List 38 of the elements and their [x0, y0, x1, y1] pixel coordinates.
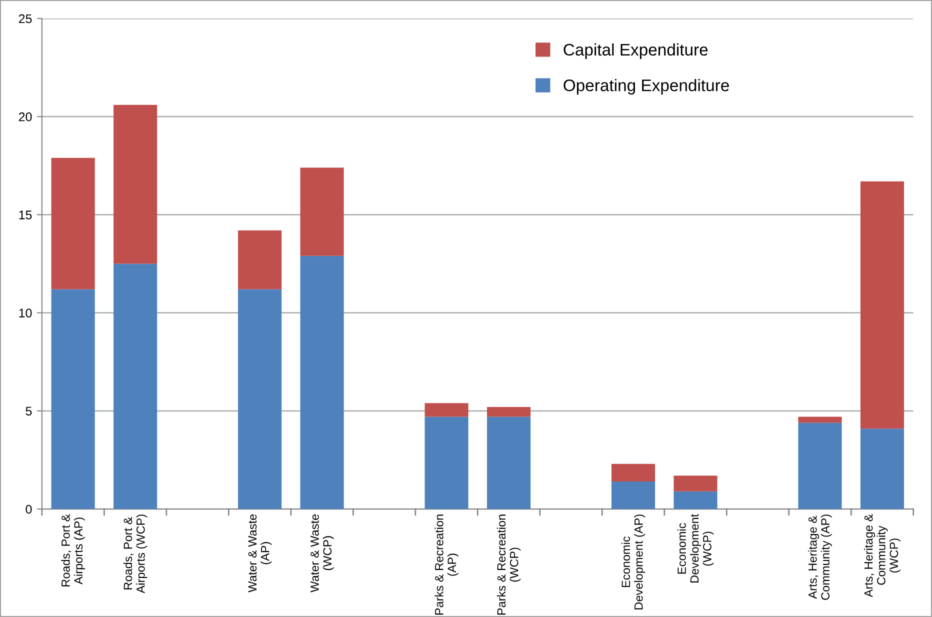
x-tick-label: Economic Development (AP) [621, 514, 646, 610]
x-tick-label: Water & Waste (WCP) [310, 514, 334, 592]
y-tick-label: 0 [26, 504, 32, 514]
bar [611, 482, 656, 510]
bar [611, 464, 656, 482]
bar [860, 181, 904, 429]
bar [798, 416, 842, 423]
y-tick-label: 20 [18, 112, 32, 122]
y-tick-label: 5 [26, 406, 32, 416]
x-tick-label: Economic Development (WCP) [677, 514, 714, 582]
y-tick-label: 15 [19, 210, 32, 220]
bar [114, 264, 158, 510]
y-tick-label: 10 [19, 308, 32, 318]
bar [238, 230, 282, 290]
bar [114, 104, 158, 264]
x-tick-label: Roads, Port & Airports (AP) [61, 514, 85, 586]
bar [238, 289, 282, 510]
x-tick-label: Water & Waste (AP) [248, 514, 272, 592]
bar [674, 491, 718, 510]
y-tick-label: 25 [18, 14, 32, 24]
legend-label: Operating Expenditure [564, 79, 729, 95]
x-tick-label: Parks & Recreation (AP) [434, 514, 458, 615]
bar [798, 422, 842, 510]
bar [860, 428, 904, 510]
x-tick-label: Roads, Port & Airports (WCP) [123, 514, 148, 594]
bar [486, 407, 531, 417]
legend-label: Capital Expenditure [564, 43, 708, 59]
bar [300, 256, 344, 510]
bar [51, 289, 95, 510]
bar [674, 476, 718, 492]
x-tick-label: Arts, Heritage & Community (AP) [808, 514, 832, 600]
bar [424, 416, 468, 510]
bar [300, 168, 344, 256]
x-tick-label: Arts, Heritage & Community (WCP) [864, 514, 900, 598]
x-tick-label: Parks & Recreation (WCP) [496, 514, 521, 615]
bar [424, 403, 468, 417]
bar [51, 158, 95, 290]
bar [486, 416, 531, 510]
